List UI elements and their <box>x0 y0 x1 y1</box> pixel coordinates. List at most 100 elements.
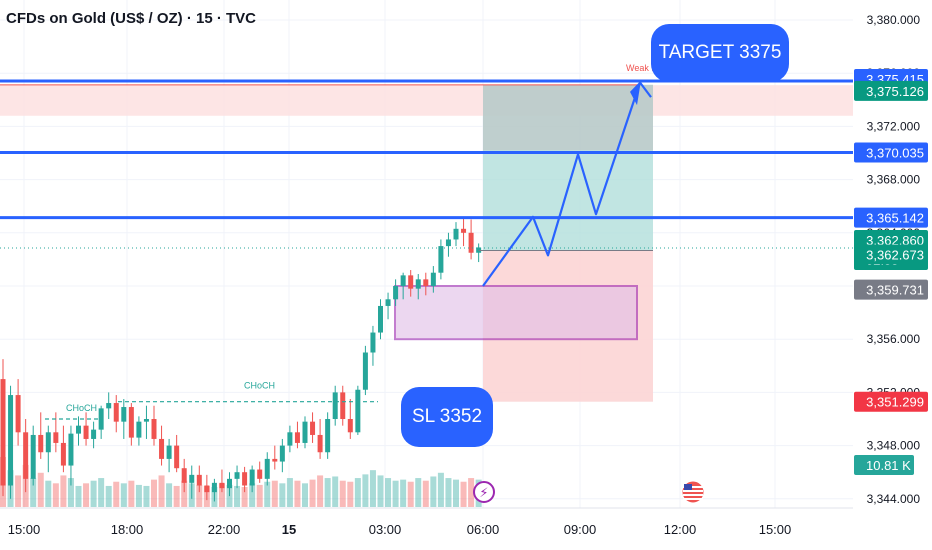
candle <box>189 474 195 483</box>
candle <box>30 434 36 479</box>
volume-bar <box>75 485 82 507</box>
candle <box>38 434 44 453</box>
candle <box>0 379 6 486</box>
candle <box>249 469 255 486</box>
price-label-text: 3,351.299 <box>866 395 924 410</box>
time-tick-label: 03:00 <box>369 522 402 537</box>
candle <box>445 239 451 247</box>
candle <box>362 352 368 390</box>
volume-bar <box>52 483 59 507</box>
price-label-box <box>854 391 928 412</box>
candle <box>378 305 383 333</box>
weak-high-label: Weak High <box>626 63 670 73</box>
volume-bar <box>143 485 150 507</box>
candle <box>272 458 278 462</box>
volume-bar <box>445 478 452 507</box>
volume-bar <box>45 480 52 507</box>
volume-bar <box>241 487 248 507</box>
price-label-box <box>854 80 928 101</box>
volume-bar <box>158 475 165 507</box>
volume-bar <box>151 479 157 507</box>
volume-bar <box>37 472 44 507</box>
candle <box>106 403 112 409</box>
price-label-text: 3,359.731 <box>866 283 924 298</box>
time-tick-label: 15:00 <box>759 522 792 537</box>
price-tick-label: 3,380.000 <box>867 13 921 27</box>
event-lightning-icon <box>473 481 495 503</box>
candle <box>91 429 97 439</box>
candle <box>166 445 172 459</box>
price-label-box <box>854 207 928 228</box>
candle <box>60 442 66 466</box>
candle <box>45 432 51 453</box>
candle <box>325 419 331 453</box>
stop-loss-label: SL 3352 <box>401 387 493 447</box>
candle <box>128 407 134 438</box>
candle <box>393 286 399 300</box>
volume-bar <box>90 480 97 507</box>
candle <box>151 419 157 439</box>
candle <box>219 482 225 489</box>
candle <box>23 432 29 479</box>
candle <box>453 228 459 240</box>
volume-bar <box>422 480 429 507</box>
candle <box>340 392 346 419</box>
candle <box>143 419 149 422</box>
price-tick-label: 3,368.000 <box>867 173 921 187</box>
target-zone-upper <box>483 84 653 151</box>
volume-bar <box>30 478 37 507</box>
candle <box>227 478 232 489</box>
volume-bar <box>128 480 135 507</box>
price-label-box <box>854 279 928 300</box>
order-block-zone <box>394 285 638 341</box>
volume-bar <box>460 481 467 507</box>
us-flag-stripe-icon <box>683 490 703 492</box>
volume-bar <box>294 480 301 507</box>
candle <box>370 332 376 353</box>
volume-bar <box>181 480 188 507</box>
choch-label-left: CHoCH <box>66 403 97 413</box>
lightning-glyph-icon: ⚡ <box>479 486 488 501</box>
price-label-text: 3,362.860 <box>866 233 924 248</box>
volume-bar <box>135 484 142 507</box>
candle <box>159 438 165 459</box>
candlestick-series <box>0 216 482 502</box>
candle <box>53 432 59 443</box>
candle <box>430 272 436 286</box>
volume-bar <box>437 472 444 507</box>
candle <box>257 469 263 479</box>
price-label-box <box>854 244 928 265</box>
candle <box>423 279 429 286</box>
price-label-text: 3,362.673 <box>866 247 924 262</box>
volume-bar <box>302 483 308 507</box>
volume-bar <box>98 478 105 507</box>
volume-bar <box>105 485 112 507</box>
candle <box>15 395 21 433</box>
volume-bar <box>369 470 376 507</box>
candle <box>294 432 300 443</box>
volume-label-box <box>854 455 914 475</box>
volume-bar <box>286 478 293 507</box>
volume-bar <box>453 479 459 507</box>
candle <box>211 482 217 493</box>
candle <box>196 474 202 486</box>
price-axis: 3,380.0003,376.0003,372.0003,368.0003,36… <box>853 0 932 550</box>
us-flag-stripe-icon <box>683 498 703 500</box>
volume-bar <box>196 484 203 507</box>
candle <box>113 403 119 422</box>
candle <box>438 246 444 273</box>
time-axis: 15:00 18:00 22:00 15 03:00 06:00 09:00 12:00 15:… <box>0 507 853 537</box>
time-tick-label: 09:00 <box>564 522 597 537</box>
volume-bar <box>60 475 67 507</box>
time-tick-label: 15:00 <box>8 522 41 537</box>
price-label-text: 3,365.142 <box>866 211 924 226</box>
volume-bar <box>324 478 331 507</box>
volume-label-text: 10.81 K <box>866 458 911 473</box>
volume-bar <box>67 478 74 507</box>
volume-bars <box>0 457 482 507</box>
candle <box>174 445 180 469</box>
candle <box>415 279 421 289</box>
chart-title: CFDs on Gold (US$ / OZ) · 15 · TVC <box>6 10 257 27</box>
candle <box>302 421 308 443</box>
